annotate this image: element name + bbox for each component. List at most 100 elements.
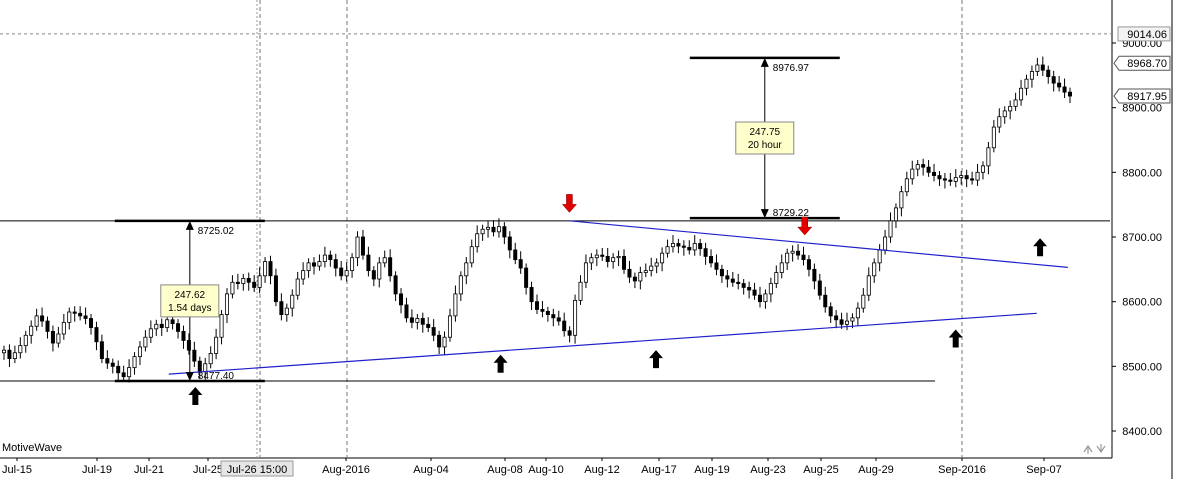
candle-body (855, 307, 860, 319)
trendline-1[interactable] (569, 220, 1068, 268)
candle-body (877, 249, 882, 264)
x-tick-label: Aug-08 (487, 464, 522, 476)
candle-body (263, 261, 268, 277)
crosshair-time-label: Jul-26 15:00 (227, 464, 288, 476)
down-arrow-marker[interactable] (797, 216, 813, 236)
candle-body (899, 191, 904, 209)
y-tick-label: 8800.00 (1122, 167, 1162, 179)
candle-body (121, 372, 126, 378)
candle-body (447, 315, 452, 338)
candle-body (997, 116, 1002, 128)
candle-body (768, 283, 773, 295)
candle-body (850, 317, 855, 322)
candle-body (567, 330, 572, 336)
candle-body (643, 270, 648, 273)
candle-body (654, 262, 659, 267)
candle-body (921, 164, 926, 168)
candle-body (344, 270, 349, 277)
scroll-down-icon[interactable] (1096, 444, 1106, 454)
trendline-0[interactable] (168, 312, 1037, 375)
price-tag-label: 8917.95 (1127, 91, 1167, 103)
candle-body (442, 336, 447, 348)
candle-body (1029, 71, 1034, 80)
candle-body (698, 243, 703, 250)
candle-body (991, 126, 996, 149)
candle-body (431, 327, 436, 336)
up-arrow-marker[interactable] (188, 387, 203, 406)
candle-body (578, 281, 583, 301)
measure-top-label: 8725.02 (198, 226, 235, 237)
y-tick-label: 8400.00 (1122, 426, 1162, 438)
down-arrow-marker[interactable] (561, 194, 577, 213)
scroll-up-icon[interactable] (1083, 444, 1093, 454)
up-arrow-marker[interactable] (1033, 238, 1048, 257)
candle-body (1051, 76, 1056, 84)
candle-body (790, 250, 795, 254)
candle-body (828, 306, 833, 317)
candle-body (1035, 64, 1040, 72)
candle-body (703, 248, 708, 257)
candle-body (208, 352, 213, 365)
candle-body (600, 254, 605, 257)
crosshair-price-tag (1117, 26, 1171, 42)
candle-body (127, 367, 132, 378)
candle-body (132, 356, 137, 369)
candle-body (165, 319, 170, 328)
candle-body (99, 341, 104, 359)
candle-body (453, 293, 458, 317)
candle-body (611, 257, 616, 262)
measure-top-label: 8976.97 (773, 63, 810, 74)
motivewave-logo: MotiveWave (2, 442, 62, 454)
candle-body (284, 307, 289, 315)
up-arrow-marker[interactable] (649, 350, 664, 369)
candle-body (61, 321, 66, 335)
candle-body (480, 228, 485, 235)
up-arrow-marker[interactable] (948, 329, 963, 348)
candle-body (426, 323, 431, 328)
candle-body (915, 164, 920, 170)
candle-body (241, 277, 246, 284)
candle-body (529, 287, 534, 303)
x-tick-label: Aug-19 (694, 464, 729, 476)
candle-body (524, 267, 529, 288)
candle-body (649, 265, 654, 272)
candle-body (888, 220, 893, 238)
candle-body (904, 178, 909, 193)
candle-body (279, 301, 284, 315)
up-arrow-marker[interactable] (493, 354, 508, 373)
x-tick-label: Aug-23 (750, 464, 785, 476)
candle-body (763, 293, 768, 303)
candle-body (583, 262, 588, 283)
measure-box-duration: 1.54 days (168, 303, 211, 314)
candle-body (622, 255, 627, 270)
candle-body (268, 261, 273, 277)
candle-body (605, 255, 610, 262)
price-tag (1113, 55, 1171, 71)
candle-body (861, 294, 866, 309)
candle-body (964, 175, 969, 180)
candle-body (377, 262, 382, 280)
candle-body (382, 257, 387, 264)
candle-body (801, 254, 806, 261)
candle-body (154, 323, 159, 330)
price-tag-label: 9014.06 (1127, 29, 1167, 41)
candle-body (774, 272, 779, 284)
x-tick-label: Sep-2016 (938, 464, 986, 476)
candle-body (29, 325, 34, 336)
candle-body (502, 226, 507, 238)
candle-body (176, 323, 181, 332)
candle-body (355, 236, 360, 259)
candle-body (687, 246, 692, 251)
candle-body (252, 281, 257, 288)
candle-body (371, 270, 376, 280)
candle-body (616, 255, 621, 259)
x-tick-label: Jul-19 (82, 464, 112, 476)
candle-body (959, 175, 964, 178)
candle-body (301, 270, 306, 280)
candle-body (638, 272, 643, 282)
candle-body (224, 293, 229, 316)
candle-body (110, 362, 115, 367)
